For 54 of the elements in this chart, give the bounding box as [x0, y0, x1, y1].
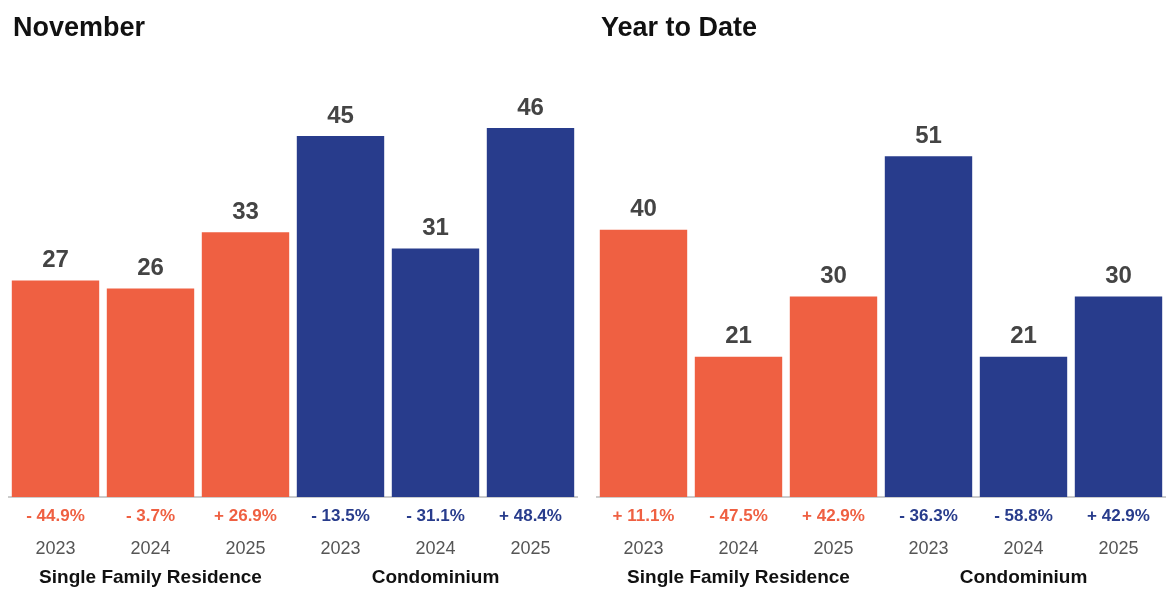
text: + 26.9% [214, 505, 277, 525]
x-tick-label: 2025 [813, 538, 854, 558]
data-label: 21 [1010, 321, 1037, 349]
x-tick-label: 2023 [320, 538, 361, 558]
x-tick-label: 2023 [908, 538, 949, 558]
x-tick-label: 2024 [130, 538, 171, 558]
bar [789, 296, 878, 497]
text: - 36.3% [899, 505, 958, 525]
data-label: 26 [137, 252, 164, 280]
bar [1074, 296, 1163, 497]
text: + 42.9% [1087, 505, 1150, 525]
x-tick-label: 2023 [35, 538, 76, 558]
data-label: 30 [1105, 261, 1132, 288]
text: - 58.8% [994, 505, 1053, 525]
text: - 13.5% [311, 505, 370, 525]
chart-title: Year to Date [601, 11, 758, 42]
bar [694, 356, 783, 497]
text: Single Family Residence [39, 565, 262, 587]
text: Single Family Residence [627, 565, 850, 587]
bar [884, 156, 973, 497]
text: - 31.1% [406, 505, 465, 525]
text: Condominium [371, 565, 500, 587]
text: + 11.1% [612, 505, 675, 525]
bar [979, 356, 1068, 497]
bar [106, 288, 195, 497]
x-tick-label: 2024 [718, 538, 759, 558]
data-label: 40 [630, 194, 657, 222]
text: + 48.4% [499, 505, 562, 525]
data-label: 46 [517, 92, 544, 120]
bar [391, 248, 480, 497]
bar [11, 280, 100, 497]
x-tick-label: 2025 [225, 538, 266, 558]
x-tick-label: 2025 [1098, 538, 1139, 558]
x-tick-label: 2024 [1003, 538, 1044, 558]
data-label: 21 [725, 321, 752, 349]
chart-title: November [13, 11, 146, 42]
text: - 3.7% [125, 505, 176, 525]
data-label: 30 [820, 261, 847, 288]
data-label: 27 [42, 244, 69, 272]
text: - 47.5% [709, 505, 768, 525]
data-label: 33 [232, 196, 259, 224]
x-tick-label: 2025 [510, 538, 551, 558]
x-tick-label: 2023 [623, 538, 664, 558]
data-label: 45 [327, 100, 354, 128]
bar [201, 232, 290, 497]
text: + 42.9% [802, 505, 865, 525]
data-label: 31 [422, 212, 449, 240]
bar [296, 136, 385, 497]
bar [599, 229, 688, 497]
text: - 44.9% [26, 505, 85, 525]
x-tick-label: 2024 [415, 538, 456, 558]
data-label: 51 [915, 120, 942, 148]
text: Condominium [959, 565, 1088, 587]
bar [486, 128, 575, 497]
